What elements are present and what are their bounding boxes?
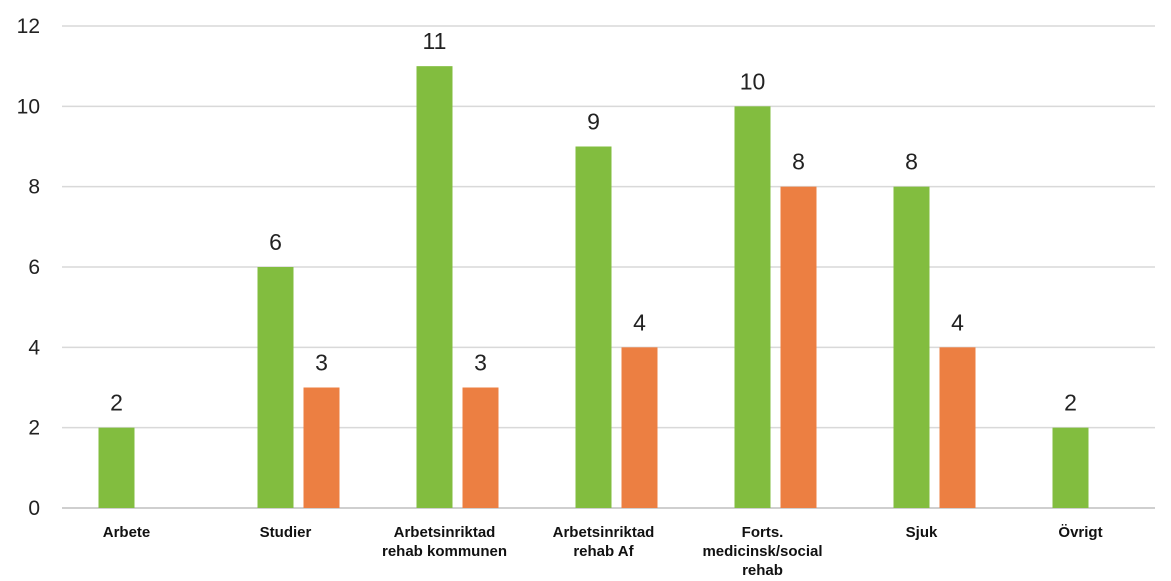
data-label: 4 (951, 309, 964, 335)
bar (734, 106, 771, 508)
bar (416, 66, 453, 509)
data-label: 6 (269, 229, 282, 255)
y-tick-label: 12 (17, 15, 40, 38)
data-label: 8 (792, 149, 805, 175)
data-label: 10 (740, 68, 766, 94)
category-label: Arbete (103, 524, 151, 541)
bar (575, 146, 612, 508)
bar (98, 427, 135, 508)
data-label: 2 (1064, 390, 1077, 416)
bar (893, 186, 930, 508)
category-label: Sjuk (906, 524, 938, 541)
bar (621, 347, 658, 508)
category-label: rehab Af (573, 543, 634, 560)
data-label: 8 (905, 149, 918, 175)
y-tick-label: 6 (28, 256, 40, 279)
y-tick-label: 0 (28, 497, 40, 520)
bars (98, 66, 1089, 509)
y-tick-label: 10 (17, 95, 40, 118)
data-label: 2 (110, 390, 123, 416)
category-label: rehab (742, 562, 783, 579)
category-label: Studier (260, 524, 312, 541)
category-label: Arbetsinriktad (394, 524, 496, 541)
x-axis-categories: Arbete Studier Arbetsinriktad rehab kommune… (103, 524, 1103, 579)
bar (462, 387, 499, 508)
data-labels: 2 6 3 11 3 9 4 10 8 8 4 2 (110, 28, 1077, 416)
data-label: 4 (633, 309, 646, 335)
category-label: Arbetsinriktad (553, 524, 655, 541)
category-label: Övrigt (1058, 524, 1102, 541)
y-axis-ticks: 0 2 4 6 8 10 12 (17, 15, 41, 520)
category-label: rehab kommunen (382, 543, 507, 560)
category-label: Forts. (742, 524, 784, 541)
category-label: medicinsk/social (702, 543, 822, 560)
y-tick-label: 4 (28, 336, 40, 359)
bar (1052, 427, 1089, 508)
y-tick-label: 8 (28, 176, 40, 199)
bar (780, 186, 817, 508)
bar (303, 387, 340, 508)
data-label: 9 (587, 109, 600, 135)
data-label: 3 (315, 350, 328, 376)
bar (257, 267, 294, 508)
data-label: 3 (474, 350, 487, 376)
data-label: 11 (423, 28, 447, 54)
bar (939, 347, 976, 508)
y-tick-label: 2 (28, 417, 40, 440)
